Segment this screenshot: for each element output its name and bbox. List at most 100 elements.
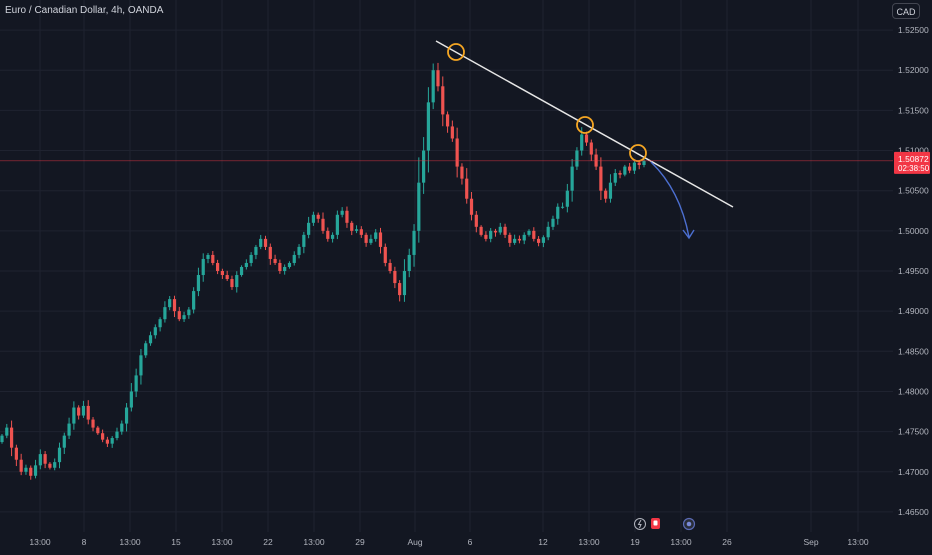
candle-body[interactable]: [513, 238, 517, 243]
candle-body[interactable]: [57, 447, 62, 463]
candle-body[interactable]: [144, 343, 148, 356]
candle-body[interactable]: [5, 427, 9, 436]
candle-body[interactable]: [335, 214, 339, 235]
candle-body[interactable]: [72, 407, 76, 424]
candle-body[interactable]: [225, 275, 229, 280]
candle-body[interactable]: [642, 160, 646, 165]
candle-body[interactable]: [43, 454, 47, 464]
candle-body[interactable]: [359, 229, 363, 235]
candle-body[interactable]: [302, 234, 306, 247]
candle-body[interactable]: [493, 230, 498, 233]
candle-body[interactable]: [33, 465, 38, 476]
candle-body[interactable]: [541, 237, 545, 243]
candle-body[interactable]: [407, 254, 411, 271]
candle-body[interactable]: [426, 102, 431, 151]
candle-body[interactable]: [172, 299, 177, 312]
candle-body[interactable]: [263, 238, 268, 247]
candle-body[interactable]: [91, 419, 95, 428]
candle-body[interactable]: [469, 198, 474, 215]
candle-body[interactable]: [369, 238, 373, 243]
touch-point-marker-2[interactable]: [576, 116, 594, 134]
candle-body[interactable]: [383, 246, 387, 263]
candle-body[interactable]: [632, 162, 637, 171]
candle-body[interactable]: [527, 230, 531, 235]
candle-body[interactable]: [19, 459, 23, 472]
candle-body[interactable]: [398, 283, 402, 296]
candle-body[interactable]: [599, 166, 603, 191]
candle-body[interactable]: [235, 275, 239, 288]
candle-body[interactable]: [326, 230, 330, 239]
candle-body[interactable]: [441, 86, 445, 115]
time-axis[interactable]: 13:00 8 13:00 15 13:00 22 13:00 29 Aug 6 12 13:00 19…: [29, 537, 869, 547]
candle-body[interactable]: [503, 226, 507, 235]
resistance-trendline[interactable]: [435, 40, 734, 208]
candle-body[interactable]: [177, 311, 181, 320]
candle-body[interactable]: [168, 299, 172, 308]
candle-body[interactable]: [292, 254, 296, 263]
candle-body[interactable]: [628, 166, 632, 171]
candle-body[interactable]: [182, 315, 186, 320]
candle-body[interactable]: [450, 126, 454, 139]
lightning-event-icon[interactable]: [634, 518, 646, 530]
price-axis[interactable]: 1.52500 1.52000 1.51500 1.51000 1.50500 1.500…: [894, 25, 930, 517]
candle-body[interactable]: [570, 166, 574, 191]
candle-body[interactable]: [536, 238, 541, 243]
candle-body[interactable]: [96, 427, 100, 434]
candle-body[interactable]: [532, 230, 536, 239]
candle-body[interactable]: [575, 150, 579, 167]
candle-body[interactable]: [378, 232, 383, 247]
projection-arrow[interactable]: [650, 161, 690, 238]
candle-body[interactable]: [436, 70, 440, 87]
candle-body[interactable]: [604, 190, 608, 199]
candle-body[interactable]: [330, 234, 335, 239]
candle-body[interactable]: [345, 210, 349, 223]
candle-body[interactable]: [0, 435, 4, 443]
candle-body[interactable]: [249, 254, 253, 263]
candle-body[interactable]: [589, 142, 593, 155]
candle-body[interactable]: [522, 234, 526, 241]
candle-body[interactable]: [460, 166, 464, 179]
candle-body[interactable]: [230, 279, 234, 288]
candle-body[interactable]: [307, 222, 311, 235]
candle-body[interactable]: [24, 467, 28, 472]
candle-body[interactable]: [316, 214, 320, 219]
candle-body[interactable]: [158, 319, 162, 328]
candle-body[interactable]: [129, 391, 133, 408]
candle-body[interactable]: [498, 226, 502, 233]
candle-body[interactable]: [48, 463, 52, 468]
candle-body[interactable]: [53, 462, 57, 468]
touch-point-marker-3[interactable]: [629, 144, 647, 162]
touch-point-marker-1[interactable]: [447, 43, 465, 61]
candle-body[interactable]: [287, 262, 292, 267]
candle-body[interactable]: [340, 210, 344, 215]
candle-body[interactable]: [393, 271, 397, 284]
candle-body[interactable]: [134, 375, 138, 392]
candle-body[interactable]: [613, 173, 617, 183]
candle-body[interactable]: [211, 254, 215, 263]
candle-body[interactable]: [546, 226, 550, 238]
candle-body[interactable]: [77, 407, 81, 416]
candle-body[interactable]: [431, 70, 435, 103]
candle-body[interactable]: [556, 206, 560, 219]
candle-body[interactable]: [489, 230, 493, 239]
candle-body[interactable]: [402, 271, 407, 296]
currency-button[interactable]: CAD: [892, 3, 920, 19]
candle-body[interactable]: [412, 230, 416, 255]
candle-body[interactable]: [484, 234, 488, 239]
candle-body[interactable]: [623, 166, 627, 175]
candle-body[interactable]: [455, 138, 459, 167]
candle-body[interactable]: [422, 150, 426, 183]
candle-body[interactable]: [120, 423, 124, 432]
candle-body[interactable]: [321, 218, 325, 231]
candle-body[interactable]: [9, 427, 14, 448]
candle-body[interactable]: [215, 262, 220, 271]
candle-body[interactable]: [259, 238, 263, 247]
candle-body[interactable]: [163, 307, 167, 320]
candle-body[interactable]: [580, 134, 584, 151]
candle-body[interactable]: [311, 214, 316, 223]
candle-body[interactable]: [618, 173, 622, 175]
candle-body[interactable]: [268, 246, 272, 259]
candle-body[interactable]: [517, 238, 522, 241]
candle-body[interactable]: [445, 114, 450, 127]
